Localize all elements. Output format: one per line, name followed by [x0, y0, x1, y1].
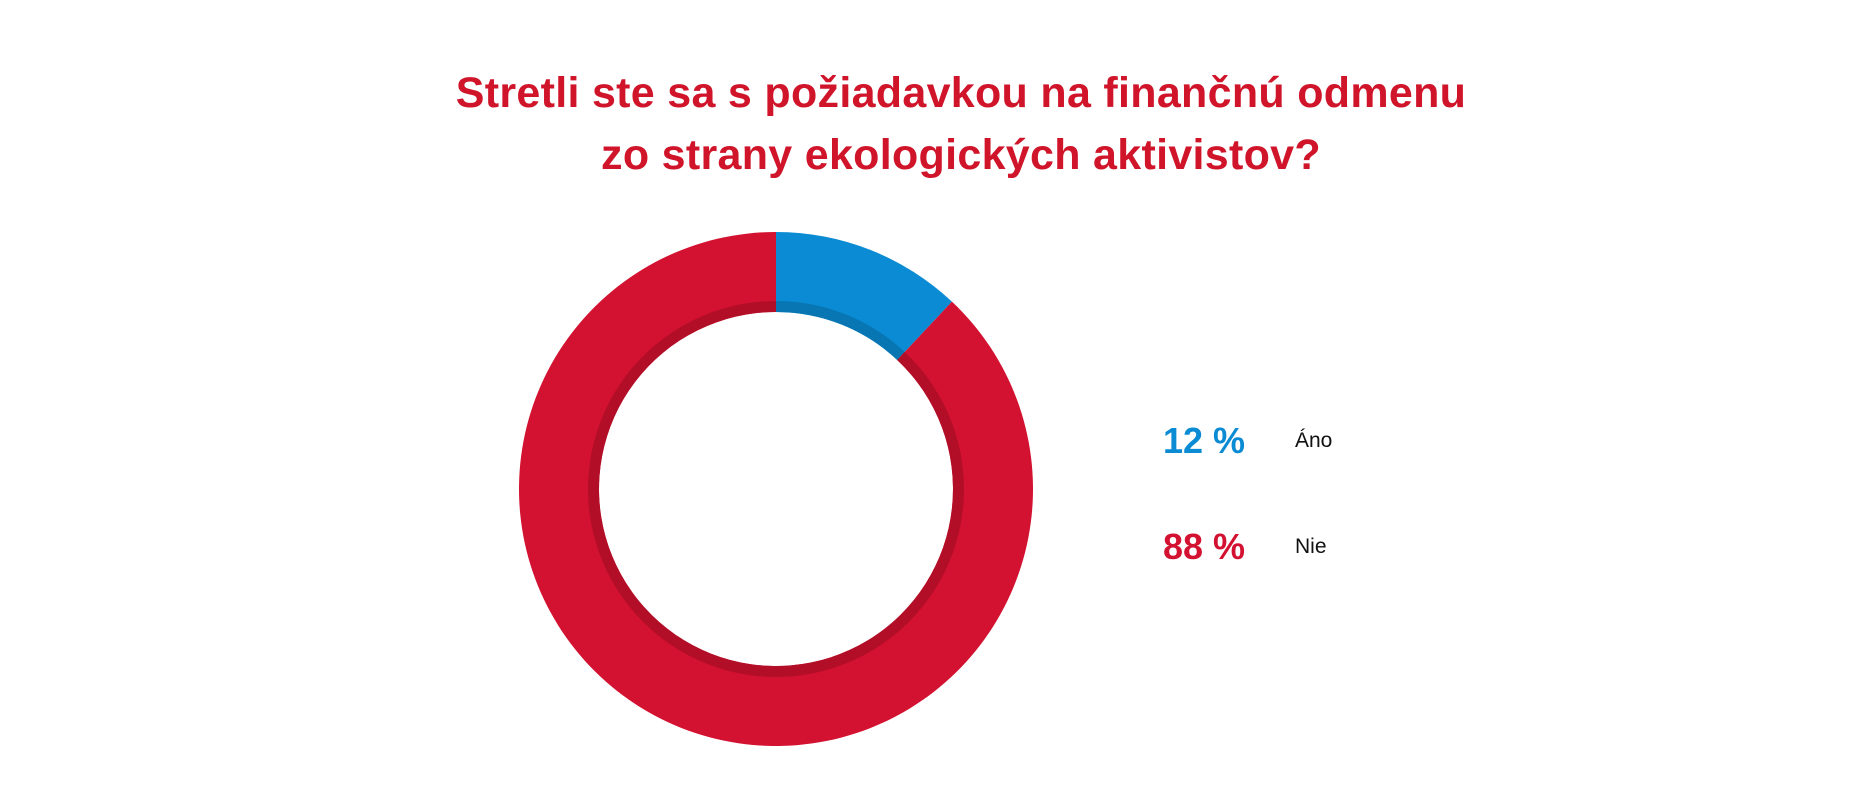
legend-item-ano: 12 % Áno [1065, 420, 1332, 462]
legend-value: 12 % [1162, 420, 1245, 461]
slice-inner-shadow [776, 301, 905, 360]
slice-inner-shadow [588, 301, 964, 677]
legend-label: Áno [1295, 429, 1333, 452]
legend-value: 88 % [1162, 526, 1245, 567]
title-line-2: zo strany ekologických aktivistov? [601, 131, 1321, 179]
chart-title: Stretli ste sa s požiadavkou na finančnú… [0, 62, 1872, 186]
legend-label: Nie [1295, 535, 1327, 558]
legend-item-nie: 88 % Nie [1065, 526, 1327, 568]
slice-áno [776, 232, 952, 360]
title-line-1: Stretli ste sa s požiadavkou na finančnú… [455, 69, 1467, 117]
